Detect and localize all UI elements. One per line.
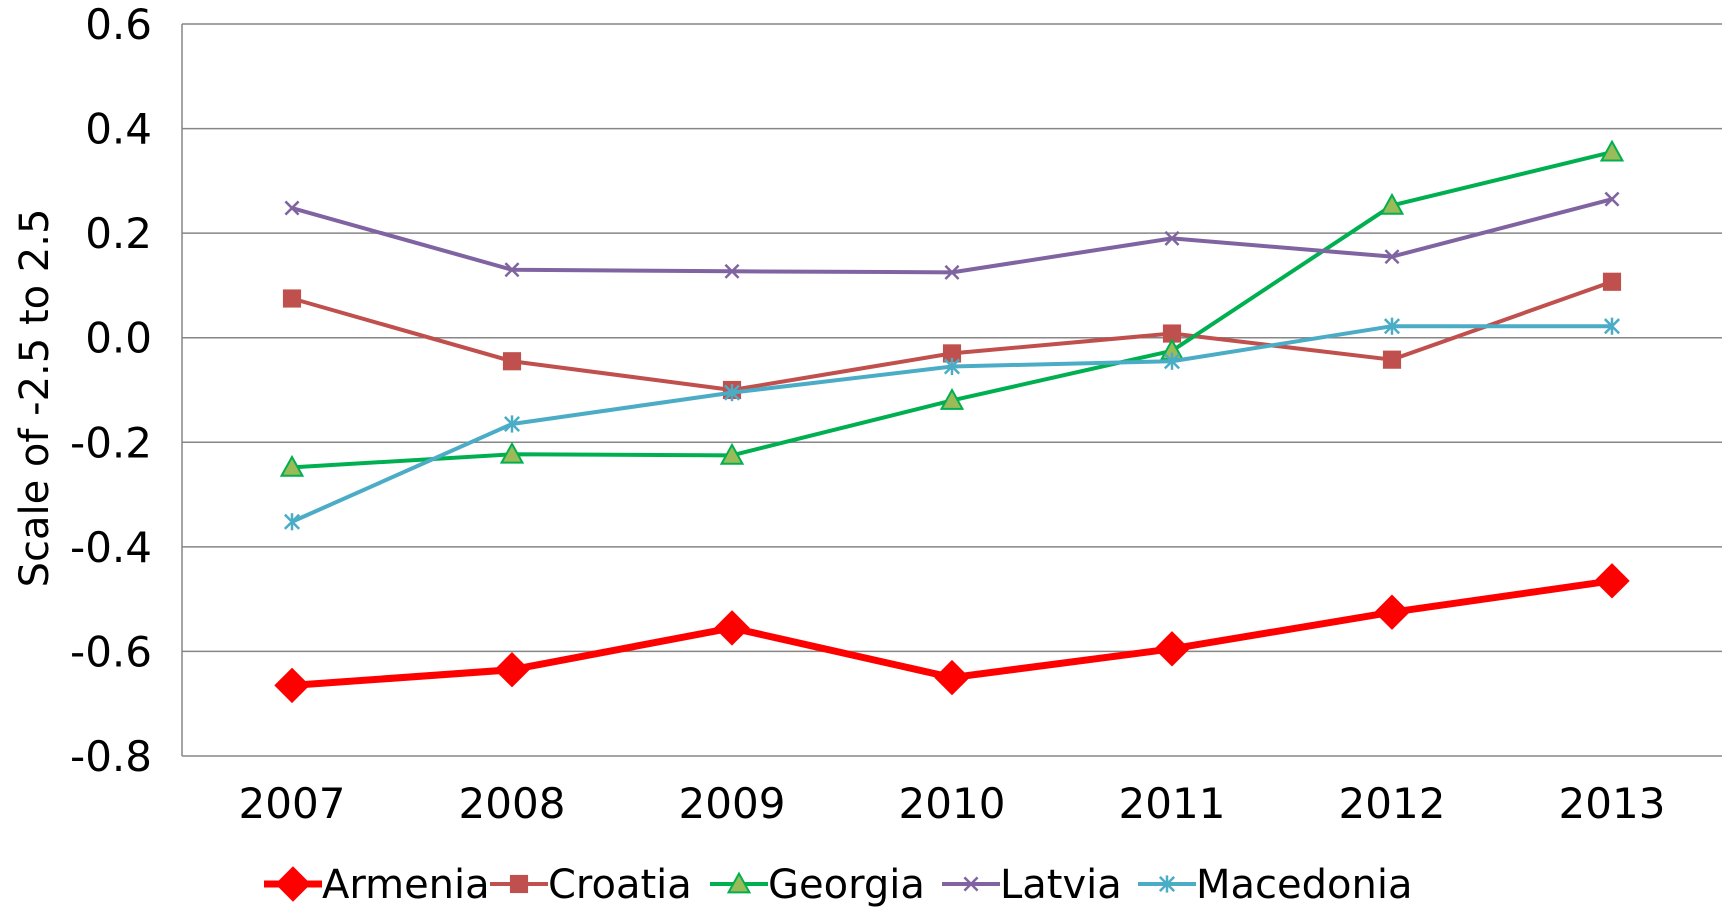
data-point (939, 387, 965, 410)
y-tick-label: 0.0 (85, 314, 152, 363)
data-point (279, 454, 305, 477)
x-tick-label: 2013 (1559, 779, 1666, 828)
data-point (1164, 230, 1180, 246)
series-line (291, 150, 1613, 470)
series-macedonia (283, 317, 1621, 531)
legend-label: Croatia (548, 862, 692, 908)
y-axis-title: Scale of -2.5 to 2.5 (12, 209, 58, 588)
data-point (1158, 875, 1176, 893)
x-tick-label: 2012 (1339, 779, 1446, 828)
marker-stroke (944, 264, 960, 280)
marker-stroke (1164, 230, 1180, 246)
legend-item-macedonia: Macedonia (1138, 862, 1412, 908)
data-point (1154, 631, 1190, 667)
data-point (1374, 594, 1410, 630)
legend-label: Armenia (322, 862, 490, 908)
y-tick-label: -0.2 (70, 418, 152, 467)
data-point (499, 441, 525, 464)
data-point (1599, 139, 1625, 162)
data-point (1604, 191, 1620, 207)
marker-stroke (1604, 191, 1620, 207)
y-tick-label: 0.6 (85, 0, 152, 49)
legend-label: Georgia (768, 862, 925, 908)
x-tick-label: 2008 (459, 779, 566, 828)
marker-stroke (1384, 249, 1400, 265)
y-tick-label: 0.4 (85, 105, 152, 154)
x-tick-label: 2011 (1119, 779, 1226, 828)
y-tick-label: -0.4 (70, 523, 152, 572)
legend: Armenia Croatia Georgia Latvia Macedonia (264, 862, 1412, 908)
data-point (503, 415, 521, 433)
x-tick-label: 2007 (239, 779, 346, 828)
data-point (723, 384, 741, 402)
data-point (1603, 317, 1621, 335)
data-point (714, 610, 750, 646)
series-latvia (284, 191, 1620, 280)
data-point (719, 442, 745, 465)
legend-label: Macedonia (1196, 862, 1412, 908)
data-point (724, 263, 740, 279)
x-tick-label: 2010 (899, 779, 1006, 828)
series-armenia (274, 563, 1630, 704)
series-georgia (279, 139, 1625, 477)
data-point (282, 289, 302, 308)
legend-item-latvia: Latvia (942, 862, 1122, 908)
data-point (509, 874, 529, 894)
data-point (274, 667, 310, 704)
data-point (1602, 272, 1622, 291)
data-point (1379, 192, 1405, 215)
legend-item-armenia: Armenia (264, 862, 490, 908)
legend-item-croatia: Croatia (490, 862, 692, 908)
y-tick-label: 0.2 (85, 209, 152, 258)
data-point (1383, 317, 1401, 335)
data-point (504, 262, 520, 278)
data-point (726, 871, 752, 894)
data-point (1163, 352, 1181, 370)
marker-stroke (504, 262, 520, 278)
series-line (291, 197, 1613, 275)
series-croatia (282, 272, 1622, 400)
axes: 0.6 0.4 0.2 0.0 -0.2 -0.4 -0.6 -0.8 2007 2008 2009… (70, 0, 1665, 828)
data-point (943, 357, 961, 376)
data-point (944, 264, 960, 280)
series (274, 139, 1630, 704)
data-point (284, 200, 300, 216)
marker-stroke (963, 876, 979, 892)
legend-item-georgia: Georgia (710, 862, 925, 908)
x-tick-label: 2009 (679, 779, 786, 828)
y-tick-label: -0.8 (70, 732, 152, 781)
data-point (1594, 563, 1630, 599)
marker-stroke (724, 263, 740, 279)
data-point (934, 659, 970, 696)
data-point (1382, 350, 1402, 369)
data-point (963, 876, 979, 892)
legend-label: Latvia (1000, 862, 1122, 908)
data-point (275, 866, 311, 902)
data-point (494, 652, 530, 688)
marker-stroke (284, 200, 300, 216)
data-point (502, 352, 522, 371)
y-tick-label: -0.6 (70, 627, 152, 676)
data-point (283, 513, 301, 531)
data-point (1384, 249, 1400, 265)
grid (182, 23, 1722, 757)
